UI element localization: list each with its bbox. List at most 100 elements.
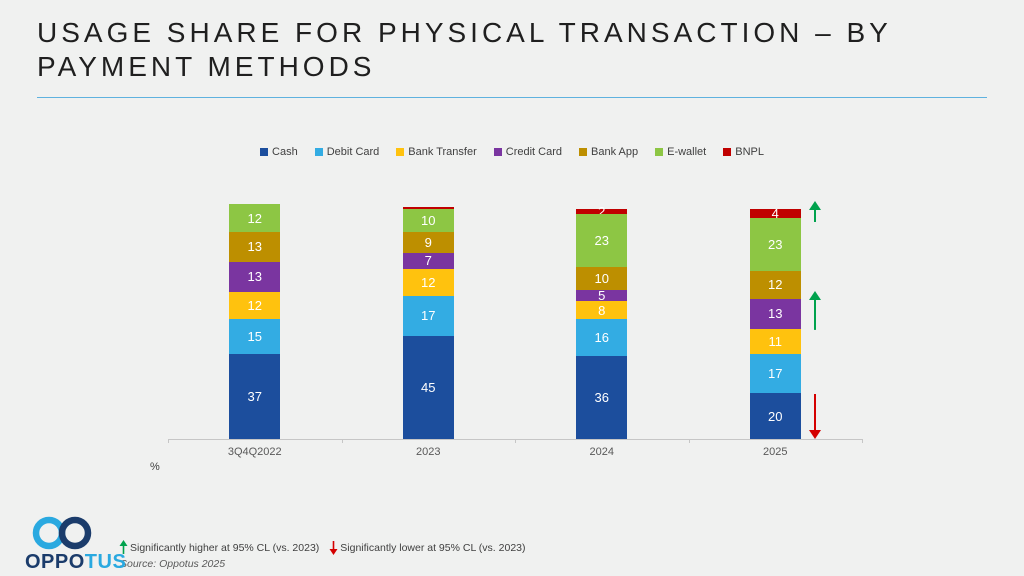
chart-plot: 37 15 12 13 13 12 45 17 12 7 9 10 36 16 8 5 10 23 2 20 17 11 1…	[168, 195, 863, 443]
legend-item: E-wallet	[655, 146, 706, 158]
bar-value-label: 9	[424, 234, 432, 250]
bar-value-label: 37	[247, 388, 262, 404]
logo-icon	[32, 516, 92, 550]
bar-group-3Q4Q2022: 37 15 12 13 13 12	[229, 204, 281, 439]
bar-value-label: 16	[594, 330, 609, 346]
significance-key: Significantly higher at 95% CL (vs. 2023…	[119, 540, 526, 555]
bar-value-label: 17	[421, 308, 436, 324]
legend-label: E-wallet	[667, 146, 707, 158]
bar-value-label: 15	[247, 329, 262, 345]
bar-segment: 17	[402, 296, 454, 336]
legend-item: Credit Card	[493, 146, 562, 158]
footnote-higher-label: Significantly higher at 95% CL (vs. 2023…	[130, 541, 320, 554]
logo-wordmark: OPPOTUS	[25, 551, 126, 574]
bar-value-label: 8	[598, 302, 606, 318]
footnote-lower-label: Significantly lower at 95% CL (vs. 2023)	[340, 541, 526, 554]
title-divider	[37, 97, 987, 98]
x-axis-tick	[341, 439, 343, 443]
bar-value-label: 13	[247, 239, 262, 255]
source-text: Source: Oppotus 2025	[120, 558, 226, 570]
legend-swatch-icon	[493, 148, 502, 156]
bar-segment: 7	[402, 252, 454, 269]
bar-value-label: 13	[768, 306, 783, 322]
x-axis-tick	[168, 439, 169, 443]
bar-segment: 23	[576, 213, 628, 267]
bar-value-label: 12	[421, 275, 436, 291]
bar-value-label: 17	[768, 365, 783, 381]
sig-down-arrow-icon	[808, 394, 821, 439]
bar-segment: 11	[749, 328, 801, 354]
page-title: USAGE SHARE FOR PHYSICAL TRANSACTION – B…	[37, 17, 892, 82]
bar-segment: 4	[749, 206, 801, 222]
bar-value-label: 5	[598, 287, 606, 303]
bar-segment: 12	[749, 271, 801, 299]
bar-segment: 10	[576, 266, 628, 290]
bar-group-2025: 20 17 11 13 12 23 4	[749, 206, 801, 439]
legend-swatch-icon	[723, 148, 732, 156]
bar-value-label: 4	[771, 206, 779, 222]
unit-label: %	[150, 461, 160, 473]
legend-item: BNPL	[723, 146, 764, 158]
legend-swatch-icon	[314, 148, 323, 156]
bar-segment: 16	[576, 319, 628, 357]
bar-segment: 8	[576, 301, 628, 320]
bar-segment: 12	[229, 291, 281, 320]
chart-legend: Cash Debit Card Bank Transfer Credit Card Ba…	[0, 146, 1024, 158]
legend-label: Bank Transfer	[408, 146, 477, 158]
legend-item: Debit Card	[314, 146, 380, 158]
bar-segment: 10	[402, 209, 454, 233]
legend-swatch-icon	[260, 148, 269, 156]
legend-swatch-icon	[655, 148, 664, 156]
legend-swatch-icon	[579, 148, 588, 156]
x-axis-tick	[862, 439, 863, 443]
footnote-lower: Significantly lower at 95% CL (vs. 2023)	[329, 540, 526, 555]
x-axis-label: 2025	[763, 446, 788, 458]
sig-up-arrow-icon	[808, 201, 821, 222]
logo-text-primary: OPPO	[25, 551, 85, 573]
bar-segment: 20	[749, 393, 801, 439]
bar-segment: 9	[402, 232, 454, 253]
legend-item: Bank App	[579, 146, 638, 158]
bar-segment: 36	[576, 356, 628, 439]
bar-value-label: 20	[768, 408, 783, 424]
bar-group-2024: 36 16 8 5 10 23 2	[576, 205, 628, 439]
bar-segment: 2	[576, 205, 628, 218]
bar-segment	[402, 206, 454, 210]
bar-segment: 13	[229, 261, 281, 292]
footnote-higher: Significantly higher at 95% CL (vs. 2023…	[119, 540, 319, 555]
bar-segment: 37	[229, 353, 281, 439]
bar-value-label: 45	[421, 379, 436, 395]
bar-segment: 17	[749, 353, 801, 393]
bar-value-label: 23	[768, 237, 783, 253]
down-arrow-icon	[329, 541, 338, 555]
bar-value-label: 13	[247, 269, 262, 285]
legend-item: Cash	[260, 146, 298, 158]
logo-text-secondary: TUS	[84, 551, 127, 573]
legend-swatch-icon	[396, 148, 405, 156]
bar-value-label: 10	[421, 213, 436, 229]
sig-up-arrow-icon	[808, 290, 821, 330]
legend-label: Cash	[272, 146, 298, 158]
legend-item: Bank Transfer	[396, 146, 477, 158]
bar-value-label: 23	[594, 232, 609, 248]
x-axis-tick	[688, 439, 690, 443]
bar-value-label: 10	[594, 270, 609, 286]
legend-label: Debit Card	[326, 146, 380, 158]
bar-segment: 13	[229, 232, 281, 262]
bar-value-label: 12	[768, 277, 783, 293]
bar-value-label: 36	[594, 390, 609, 406]
x-axis-label: 2024	[589, 446, 614, 458]
bar-value-label: 11	[768, 333, 783, 349]
bar-value-label: 2	[598, 203, 606, 219]
bar-value-label: 12	[247, 298, 262, 314]
bar-segment: 5	[576, 287, 628, 303]
x-axis-tick	[515, 439, 516, 443]
x-axis-label: 2023	[416, 446, 441, 458]
bar-value-label: 7	[424, 253, 432, 269]
bar-segment: 45	[402, 335, 454, 439]
bar-segment: 15	[229, 319, 281, 354]
bar-segment: 12	[229, 204, 281, 233]
company-logo: OPPOTUS	[24, 514, 154, 573]
bar-value-label: 12	[247, 210, 262, 226]
bar-segment: 12	[402, 268, 454, 297]
